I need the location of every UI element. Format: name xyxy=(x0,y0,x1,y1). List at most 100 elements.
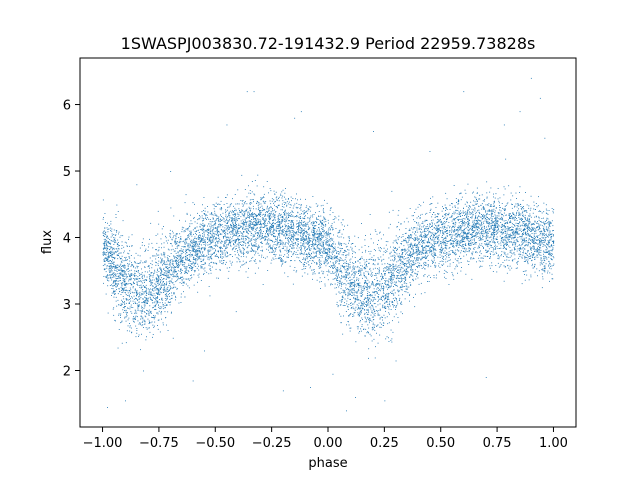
data-point xyxy=(461,236,463,237)
data-point xyxy=(134,273,136,274)
data-point xyxy=(375,298,377,300)
data-point xyxy=(479,238,481,240)
data-point xyxy=(120,313,122,315)
data-point xyxy=(458,262,460,264)
data-point xyxy=(131,291,133,293)
data-point xyxy=(331,250,333,252)
data-point xyxy=(448,212,450,214)
data-point xyxy=(323,221,325,223)
data-point xyxy=(309,218,311,220)
data-point xyxy=(479,266,481,268)
data-point xyxy=(369,286,371,288)
data-point xyxy=(284,228,286,230)
data-point xyxy=(531,247,532,249)
data-point xyxy=(166,281,168,283)
data-point xyxy=(199,237,200,239)
data-point xyxy=(285,231,286,232)
data-point xyxy=(303,233,305,235)
data-point xyxy=(302,221,304,223)
data-point xyxy=(138,280,140,282)
data-point xyxy=(377,244,378,245)
data-point xyxy=(240,241,242,243)
data-point xyxy=(285,238,286,239)
data-point xyxy=(420,293,422,295)
data-point xyxy=(184,270,186,272)
data-point xyxy=(261,223,263,225)
data-point xyxy=(313,252,315,254)
data-point xyxy=(325,223,326,225)
data-point xyxy=(353,267,355,269)
data-point xyxy=(193,257,195,259)
data-point xyxy=(322,209,324,211)
data-point xyxy=(111,254,112,256)
data-point xyxy=(174,234,176,236)
data-point xyxy=(549,242,550,243)
data-point xyxy=(338,232,340,233)
data-point xyxy=(263,220,265,222)
data-point xyxy=(442,256,444,258)
data-point xyxy=(486,242,488,244)
data-point xyxy=(230,244,231,246)
data-point xyxy=(308,228,310,230)
data-point xyxy=(109,263,111,264)
data-point xyxy=(298,227,300,229)
data-point xyxy=(243,249,245,251)
data-point xyxy=(403,278,405,279)
data-point xyxy=(359,331,360,332)
data-point xyxy=(502,214,503,215)
data-point xyxy=(371,259,373,260)
data-point xyxy=(241,225,243,227)
data-point xyxy=(158,279,159,281)
data-point xyxy=(544,260,546,262)
data-point xyxy=(472,244,474,245)
data-point xyxy=(119,305,121,306)
data-point xyxy=(548,234,549,236)
data-point xyxy=(529,246,531,248)
data-point xyxy=(387,305,389,307)
data-point xyxy=(182,276,184,278)
data-point xyxy=(526,210,528,212)
data-point xyxy=(203,229,205,231)
data-point xyxy=(475,216,476,218)
data-point xyxy=(215,219,217,221)
data-point xyxy=(180,273,182,275)
data-point xyxy=(260,198,262,200)
data-point xyxy=(471,239,473,241)
data-point xyxy=(208,256,209,258)
data-point xyxy=(189,260,191,262)
data-point xyxy=(460,252,462,254)
data-point xyxy=(423,235,425,237)
data-point xyxy=(319,232,320,234)
data-point xyxy=(122,289,124,290)
data-point xyxy=(489,206,491,207)
data-point xyxy=(168,249,170,251)
data-point xyxy=(339,313,340,315)
data-point xyxy=(174,275,176,277)
data-point xyxy=(390,246,391,248)
data-point xyxy=(107,285,109,287)
data-point xyxy=(533,243,534,244)
data-point xyxy=(316,244,318,246)
data-point xyxy=(103,231,105,232)
data-point xyxy=(260,213,261,215)
data-point xyxy=(134,261,136,262)
data-point xyxy=(136,312,138,314)
data-point xyxy=(326,256,328,258)
data-point xyxy=(310,244,312,245)
data-point xyxy=(369,301,371,302)
data-point xyxy=(491,205,493,207)
data-point xyxy=(364,321,366,323)
data-point xyxy=(525,219,527,220)
data-point xyxy=(194,255,196,256)
data-point xyxy=(107,312,109,314)
data-point xyxy=(105,254,107,256)
data-point xyxy=(514,243,516,245)
data-point xyxy=(169,265,171,267)
data-point xyxy=(138,334,140,336)
data-point xyxy=(231,227,233,229)
data-point xyxy=(133,303,135,304)
data-point xyxy=(506,256,508,258)
data-point xyxy=(156,262,157,264)
data-point xyxy=(466,205,468,207)
data-point xyxy=(144,302,145,304)
